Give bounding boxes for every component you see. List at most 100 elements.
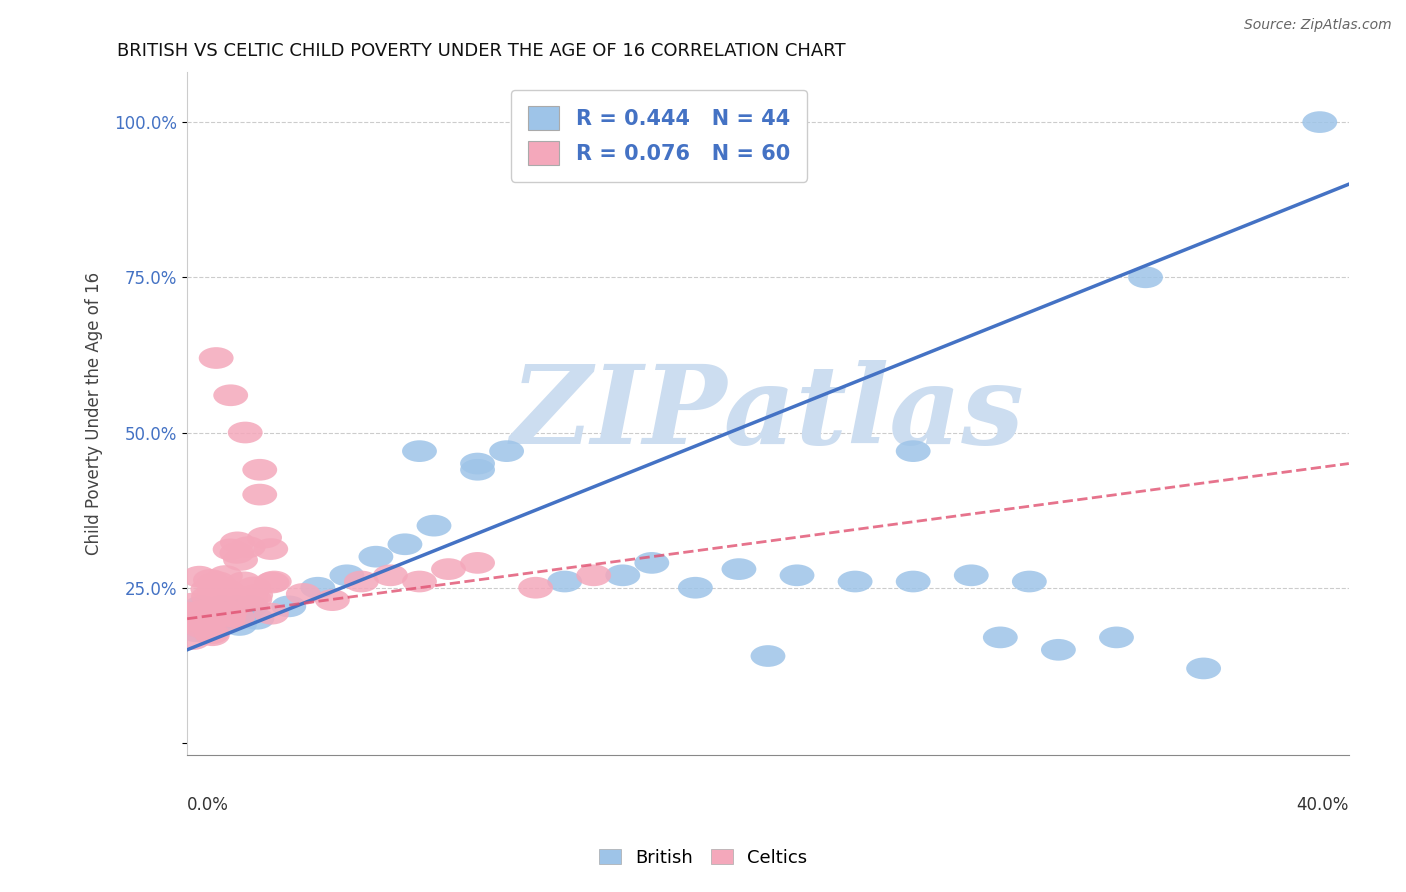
Ellipse shape xyxy=(217,608,252,630)
Ellipse shape xyxy=(953,565,988,586)
Ellipse shape xyxy=(576,565,612,586)
Ellipse shape xyxy=(233,588,269,609)
Ellipse shape xyxy=(221,607,254,628)
Ellipse shape xyxy=(204,597,239,618)
Ellipse shape xyxy=(242,458,277,481)
Ellipse shape xyxy=(254,572,290,593)
Ellipse shape xyxy=(519,577,553,599)
Ellipse shape xyxy=(238,589,273,610)
Ellipse shape xyxy=(214,384,247,406)
Ellipse shape xyxy=(228,602,263,624)
Ellipse shape xyxy=(198,606,233,628)
Ellipse shape xyxy=(432,558,465,580)
Ellipse shape xyxy=(193,569,228,591)
Text: ZIPatlas: ZIPatlas xyxy=(510,360,1025,467)
Ellipse shape xyxy=(193,599,228,621)
Ellipse shape xyxy=(460,552,495,574)
Ellipse shape xyxy=(329,565,364,586)
Ellipse shape xyxy=(195,624,229,646)
Ellipse shape xyxy=(606,565,640,586)
Ellipse shape xyxy=(239,608,274,630)
Ellipse shape xyxy=(547,571,582,592)
Ellipse shape xyxy=(193,602,228,624)
Ellipse shape xyxy=(176,628,211,650)
Ellipse shape xyxy=(224,549,257,571)
Legend: R = 0.444   N = 44, R = 0.076   N = 60: R = 0.444 N = 44, R = 0.076 N = 60 xyxy=(512,90,807,182)
Ellipse shape xyxy=(242,483,277,506)
Ellipse shape xyxy=(402,571,437,592)
Ellipse shape xyxy=(204,596,239,617)
Ellipse shape xyxy=(1302,112,1337,133)
Legend: British, Celtics: British, Celtics xyxy=(592,842,814,874)
Ellipse shape xyxy=(238,584,273,606)
Ellipse shape xyxy=(176,609,211,631)
Ellipse shape xyxy=(202,585,236,607)
Ellipse shape xyxy=(460,458,495,481)
Ellipse shape xyxy=(197,581,232,603)
Ellipse shape xyxy=(212,539,247,560)
Ellipse shape xyxy=(211,609,245,631)
Ellipse shape xyxy=(779,565,814,586)
Ellipse shape xyxy=(219,532,254,553)
Ellipse shape xyxy=(233,596,269,617)
Ellipse shape xyxy=(751,645,786,667)
Ellipse shape xyxy=(402,441,437,462)
Ellipse shape xyxy=(315,590,350,611)
Ellipse shape xyxy=(222,614,257,636)
Ellipse shape xyxy=(226,586,262,607)
Ellipse shape xyxy=(247,526,283,549)
Ellipse shape xyxy=(416,515,451,536)
Ellipse shape xyxy=(219,542,254,564)
Text: 40.0%: 40.0% xyxy=(1296,797,1348,814)
Ellipse shape xyxy=(208,566,243,587)
Ellipse shape xyxy=(200,571,235,593)
Ellipse shape xyxy=(209,602,245,624)
Ellipse shape xyxy=(1040,639,1076,661)
Text: BRITISH VS CELTIC CHILD POVERTY UNDER THE AGE OF 16 CORRELATION CHART: BRITISH VS CELTIC CHILD POVERTY UNDER TH… xyxy=(118,42,846,60)
Ellipse shape xyxy=(301,577,335,599)
Ellipse shape xyxy=(838,571,873,592)
Ellipse shape xyxy=(176,592,209,615)
Ellipse shape xyxy=(231,536,266,558)
Ellipse shape xyxy=(257,571,291,592)
Ellipse shape xyxy=(176,608,211,630)
Ellipse shape xyxy=(212,601,247,623)
Ellipse shape xyxy=(983,626,1018,648)
Ellipse shape xyxy=(184,616,219,639)
Ellipse shape xyxy=(254,603,288,624)
Ellipse shape xyxy=(1128,267,1163,288)
Ellipse shape xyxy=(489,441,524,462)
Ellipse shape xyxy=(228,422,263,443)
Ellipse shape xyxy=(198,608,233,630)
Ellipse shape xyxy=(721,558,756,580)
Ellipse shape xyxy=(896,571,931,592)
Ellipse shape xyxy=(184,596,219,617)
Ellipse shape xyxy=(344,571,378,592)
Ellipse shape xyxy=(190,614,225,636)
Ellipse shape xyxy=(208,608,242,630)
Y-axis label: Child Poverty Under the Age of 16: Child Poverty Under the Age of 16 xyxy=(86,272,103,556)
Ellipse shape xyxy=(198,347,233,369)
Ellipse shape xyxy=(1187,657,1220,680)
Ellipse shape xyxy=(285,583,321,605)
Ellipse shape xyxy=(634,552,669,574)
Ellipse shape xyxy=(191,586,226,607)
Ellipse shape xyxy=(188,614,224,635)
Ellipse shape xyxy=(359,546,394,567)
Ellipse shape xyxy=(236,576,271,599)
Ellipse shape xyxy=(388,533,422,555)
Ellipse shape xyxy=(205,577,240,599)
Ellipse shape xyxy=(211,606,246,627)
Ellipse shape xyxy=(219,596,254,617)
Ellipse shape xyxy=(253,538,288,560)
Ellipse shape xyxy=(678,577,713,599)
Ellipse shape xyxy=(173,602,208,624)
Ellipse shape xyxy=(460,453,495,475)
Ellipse shape xyxy=(194,623,229,644)
Ellipse shape xyxy=(179,620,214,642)
Ellipse shape xyxy=(214,602,247,624)
Ellipse shape xyxy=(271,596,307,617)
Ellipse shape xyxy=(197,573,231,595)
Ellipse shape xyxy=(193,609,228,632)
Ellipse shape xyxy=(190,578,225,600)
